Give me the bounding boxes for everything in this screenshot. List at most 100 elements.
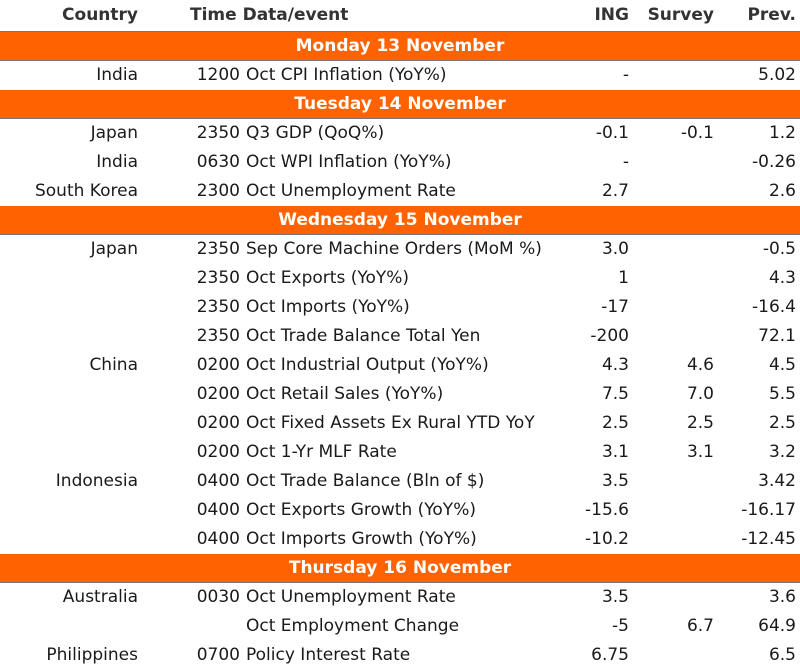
table-row: 2350 Oct Trade Balance Total Yen -200 72.1 [0,322,800,351]
previous-cell: 4.5 [768,355,796,375]
time-cell: 2350 [196,297,240,317]
previous-cell: 2.6 [768,181,796,201]
previous-cell: -0.5 [762,239,796,259]
previous-cell: 5.5 [768,384,796,404]
table-header: Country Time Data/event ING Survey Prev. [0,0,800,32]
table-row: Indonesia 0400 Oct Trade Balance (Bln of $… [0,467,800,496]
previous-cell: 64.9 [758,616,796,636]
ing-forecast-cell: -200 [590,326,629,346]
table-row: 0200 Oct Retail Sales (YoY%) 7.5 7.0 5.5 [0,380,800,409]
country-cell: India [96,65,138,85]
ing-forecast-cell: -17 [601,297,629,317]
table-row: 2350 Oct Exports (YoY%) 1 4.3 [0,264,800,293]
ing-forecast-cell: 6.75 [591,645,629,665]
day-header: Monday 13 November [0,32,800,61]
previous-cell: 5.02 [758,65,796,85]
ing-forecast-cell: - [622,65,629,85]
event-cell: Oct WPI Inflation (YoY%) [246,152,452,172]
time-cell: 0030 [196,587,240,607]
event-cell: Sep Core Machine Orders (MoM %) [246,239,542,259]
survey-cell: 2.5 [686,413,714,433]
survey-cell: 7.0 [686,384,714,404]
country-cell: Australia [62,587,138,607]
event-cell: Oct Unemployment Rate [246,181,456,201]
event-cell: Oct Trade Balance (Bln of $) [246,471,485,491]
table-row: Japan 2350 Q3 GDP (QoQ%) -0.1 -0.1 1.2 [0,119,800,148]
ing-forecast-cell: 4.3 [601,355,629,375]
ing-forecast-cell: 3.0 [601,239,629,259]
survey-cell: -0.1 [680,123,714,143]
country-cell: Philippines [46,645,138,665]
survey-cell: 6.7 [686,616,714,636]
event-cell: Oct Fixed Assets Ex Rural YTD YoY [246,413,535,433]
header-prev: Prev. [747,5,796,25]
event-cell: Oct Exports Growth (YoY%) [246,500,476,520]
previous-cell: -12.45 [741,529,796,549]
event-cell: Oct Industrial Output (YoY%) [246,355,489,375]
ing-forecast-cell: -5 [612,616,629,636]
survey-cell: 3.1 [686,442,714,462]
event-cell: Oct Employment Change [246,616,460,636]
previous-cell: 72.1 [758,326,796,346]
table-row: Japan 2350 Sep Core Machine Orders (MoM %)… [0,235,800,264]
country-cell: Indonesia [55,471,138,491]
previous-cell: 4.3 [768,268,796,288]
table-row: Philippines 0700 Policy Interest Rate 6.75 6… [0,641,800,670]
header-country: Country [62,5,138,25]
time-cell: 0630 [196,152,240,172]
header-event: Data/event [242,5,349,25]
time-cell: 0200 [196,442,240,462]
time-cell: 0700 [196,645,240,665]
table-row: 0200 Oct Fixed Assets Ex Rural YTD YoY 2.5… [0,409,800,438]
country-cell: South Korea [34,181,138,201]
ing-forecast-cell: -10.2 [585,529,629,549]
header-survey: Survey [647,5,714,25]
time-cell: 0200 [196,384,240,404]
time-cell: 0200 [196,355,240,375]
previous-cell: 3.42 [758,471,796,491]
country-cell: Japan [90,123,138,143]
event-cell: Oct Trade Balance Total Yen [246,326,481,346]
time-cell: 2350 [196,123,240,143]
event-cell: Policy Interest Rate [246,645,411,665]
event-cell: Oct Retail Sales (YoY%) [246,384,444,404]
time-cell: 0200 [196,413,240,433]
time-cell: 0400 [196,471,240,491]
event-cell: Oct Exports (YoY%) [246,268,410,288]
previous-cell: 3.6 [768,587,796,607]
ing-forecast-cell: - [622,152,629,172]
previous-cell: -16.4 [752,297,796,317]
table-row: Oct Employment Change -5 6.7 64.9 [0,612,800,641]
survey-cell: 4.6 [686,355,714,375]
day-header: Tuesday 14 November [0,90,800,119]
ing-forecast-cell: 2.7 [601,181,629,201]
previous-cell: -16.17 [741,500,796,520]
ing-forecast-cell: 3.5 [601,587,629,607]
header-ing: ING [594,5,629,25]
table-row: China 0200 Oct Industrial Output (YoY%) 4.3… [0,351,800,380]
header-time: Time [190,5,237,25]
day-header: Wednesday 15 November [0,206,800,235]
previous-cell: 1.2 [768,123,796,143]
time-cell: 1200 [196,65,240,85]
previous-cell: 2.5 [768,413,796,433]
ing-forecast-cell: -0.1 [595,123,629,143]
ing-forecast-cell: -15.6 [585,500,629,520]
table-row: India 0630 Oct WPI Inflation (YoY%) - -0.26 [0,148,800,177]
country-cell: Japan [90,239,138,259]
time-cell: 0400 [196,500,240,520]
event-cell: Q3 GDP (QoQ%) [246,123,385,143]
time-cell: 2350 [196,239,240,259]
previous-cell: 6.5 [768,645,796,665]
event-cell: Oct 1-Yr MLF Rate [246,442,397,462]
previous-cell: -0.26 [752,152,796,172]
ing-forecast-cell: 2.5 [601,413,629,433]
table-row: India 1200 Oct CPI Inflation (YoY%) - 5.02 [0,61,800,90]
country-cell: China [89,355,138,375]
table-row: 0400 Oct Exports Growth (YoY%) -15.6 -16.17 [0,496,800,525]
event-cell: Oct Unemployment Rate [246,587,456,607]
table-row: Australia 0030 Oct Unemployment Rate 3.5 3.6 [0,583,800,612]
event-cell: Oct Imports Growth (YoY%) [246,529,477,549]
table-row: South Korea 2300 Oct Unemployment Rate 2.7 2… [0,177,800,206]
